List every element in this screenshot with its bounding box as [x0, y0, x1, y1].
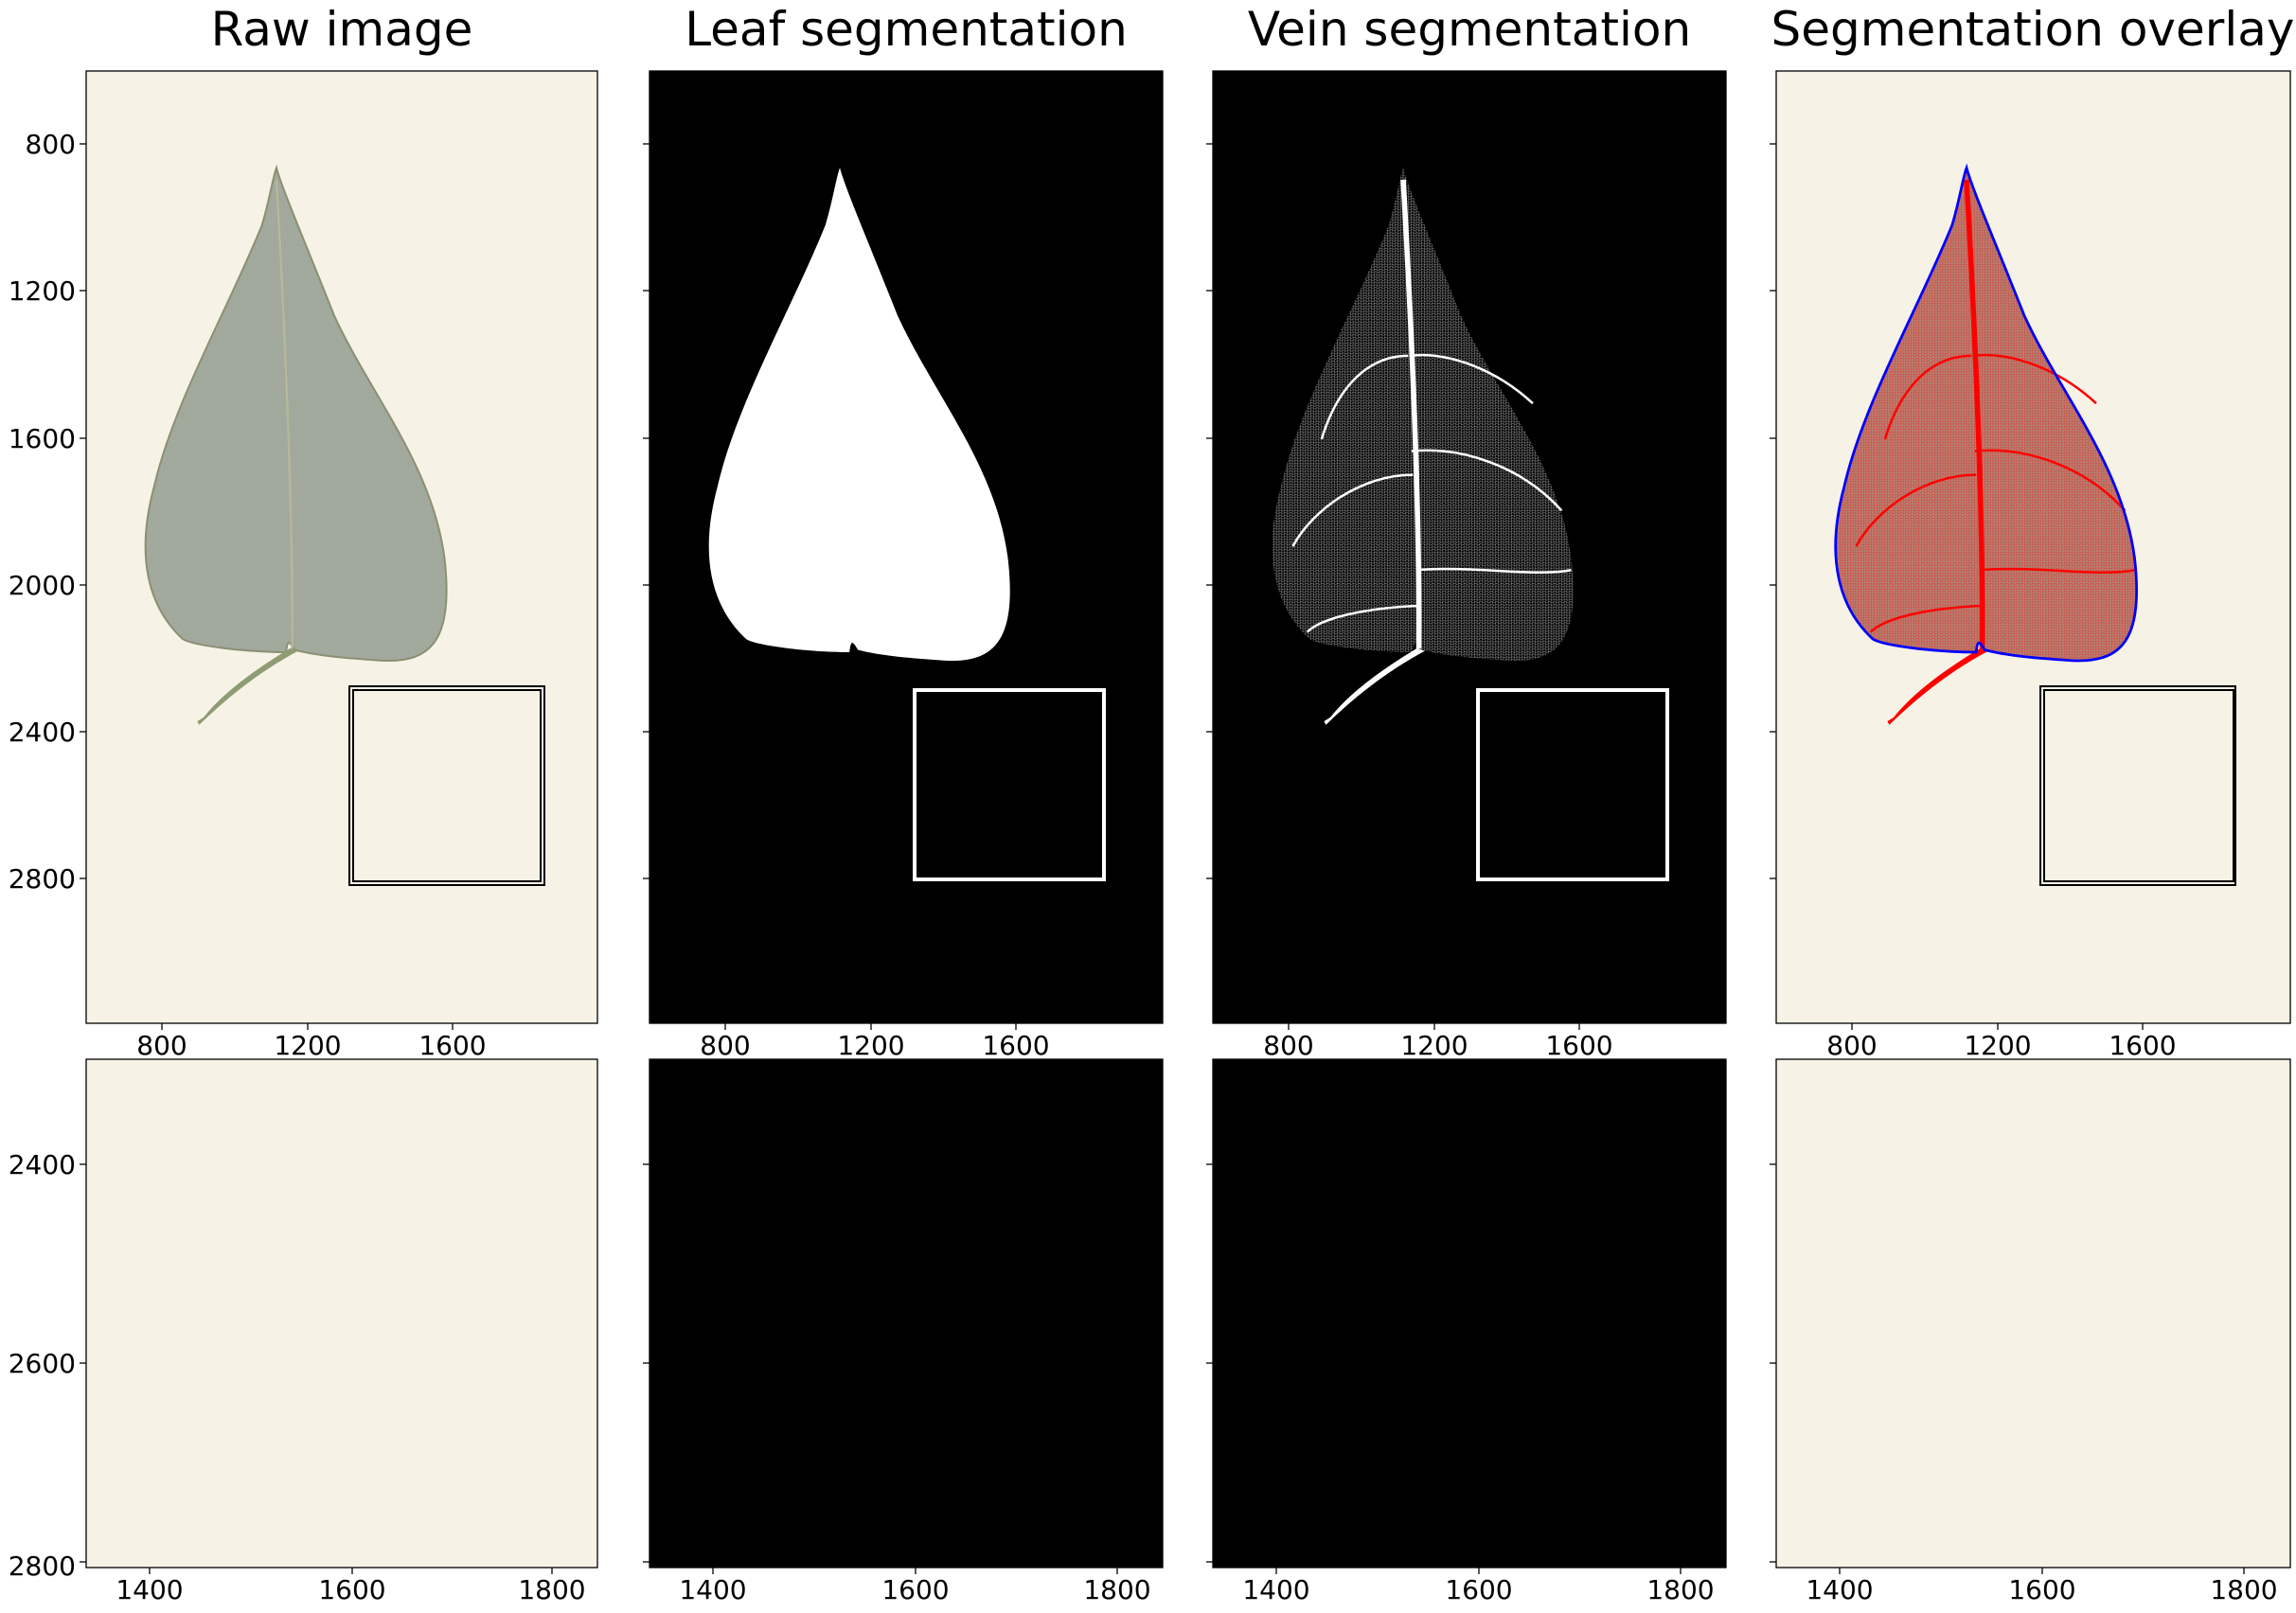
- axes-frame-zoom-vein: [1212, 1058, 1727, 1569]
- axes-frame-zoom-raw: [85, 1058, 598, 1569]
- axes-frame-overlay: [1775, 70, 2291, 1024]
- x-tick-label: 1800: [518, 1574, 585, 1605]
- y-tick-label: 2800: [9, 1551, 76, 1582]
- x-tick-label: 800: [1826, 1030, 1877, 1061]
- axes-frame-leaf: [649, 70, 1164, 1024]
- x-tick-label: 1600: [1545, 1030, 1612, 1061]
- y-tick-label: 2400: [9, 1149, 76, 1180]
- x-tick-label: 800: [1263, 1030, 1313, 1061]
- panel-raw-image: [86, 71, 597, 1023]
- bottom-x-tick-labels: 1400 1600 1800 1400 1600 1800 1400 1600 …: [116, 1574, 2277, 1605]
- panel-leaf-segmentation: [650, 71, 1163, 1023]
- top-x-ticks: [161, 1023, 2144, 1030]
- top-y-ticks: [80, 143, 1776, 879]
- title-raw-image: Raw image: [211, 2, 473, 57]
- zoom-raw-image: [86, 1059, 597, 1568]
- x-tick-label: 1400: [679, 1574, 746, 1605]
- x-tick-label: 1600: [1445, 1574, 1512, 1605]
- x-tick-label: 1600: [2109, 1030, 2176, 1061]
- zoom-vein-segmentation: [1213, 1059, 1726, 1568]
- y-tick-label: 2600: [9, 1348, 76, 1379]
- x-tick-label: 1200: [837, 1030, 904, 1061]
- zoom-leaf-segmentation: [650, 1059, 1163, 1568]
- x-tick-label: 1200: [274, 1030, 341, 1061]
- x-tick-label: 1600: [318, 1574, 385, 1605]
- bottom-y-ticks: [80, 1163, 1776, 1563]
- axes-frame-zoom-leaf: [649, 1058, 1164, 1569]
- bottom-y-tick-labels: 2400 2600 2800: [9, 1149, 76, 1582]
- x-tick-label: 1800: [1083, 1574, 1150, 1605]
- panel-segmentation-overlay: [1776, 71, 2290, 1023]
- x-tick-label: 1800: [2210, 1574, 2277, 1605]
- y-tick-label: 1200: [9, 275, 76, 307]
- y-tick-label: 2800: [9, 863, 76, 895]
- axes-frame-raw: [85, 70, 598, 1024]
- axes-frame-vein: [1212, 70, 1727, 1024]
- x-tick-label: 1400: [1242, 1574, 1309, 1605]
- title-leaf-segmentation: Leaf segmentation: [685, 2, 1128, 57]
- title-vein-segmentation: Vein segmentation: [1248, 2, 1691, 57]
- x-tick-label: 1600: [2008, 1574, 2075, 1605]
- top-y-tick-labels: 800 1200 1600 2000 2400 2800: [9, 129, 76, 895]
- x-tick-label: 800: [136, 1030, 187, 1061]
- x-tick-label: 1200: [1964, 1030, 2031, 1061]
- x-tick-label: 1400: [1806, 1574, 1873, 1605]
- panel-vein-segmentation: [1213, 71, 1726, 1023]
- x-tick-label: 1200: [1400, 1030, 1468, 1061]
- x-tick-label: 1600: [982, 1030, 1049, 1061]
- y-tick-label: 1600: [9, 423, 76, 454]
- y-tick-label: 800: [26, 129, 76, 160]
- top-x-tick-labels: 800 1200 1600 800 1200 1600 800 1200 160…: [136, 1030, 2176, 1061]
- x-tick-label: 1600: [881, 1574, 949, 1605]
- title-segmentation-overlay: Segmentation overlay: [1771, 2, 2295, 57]
- x-tick-label: 1800: [1646, 1574, 1714, 1605]
- axes-frame-zoom-overlay: [1775, 1058, 2291, 1569]
- y-tick-label: 2400: [9, 717, 76, 748]
- y-tick-label: 2000: [9, 570, 76, 601]
- x-tick-label: 1600: [418, 1030, 486, 1061]
- bottom-x-ticks: [149, 1568, 2245, 1574]
- zoom-segmentation-overlay: [1776, 1059, 2290, 1568]
- x-tick-label: 800: [700, 1030, 750, 1061]
- x-tick-label: 1400: [116, 1574, 183, 1605]
